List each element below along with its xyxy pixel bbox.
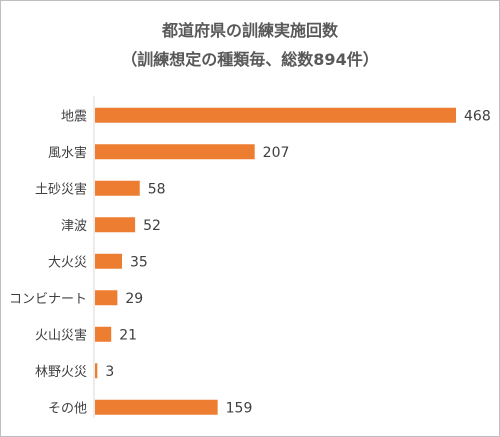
category-label: その他 — [48, 401, 87, 416]
chart-subtitle: （訓練想定の種類毎、総数894件） — [121, 50, 379, 69]
category-label: 火山災害 — [35, 327, 87, 343]
category-label: 林野火災 — [35, 365, 87, 380]
data-label: 159 — [226, 400, 253, 416]
category-label: 大火災 — [48, 255, 87, 270]
data-label: 207 — [263, 145, 290, 161]
category-label: 土砂災害 — [35, 181, 87, 197]
category-label: 風水害 — [48, 145, 87, 161]
bar — [95, 326, 112, 342]
category-label: 津波 — [61, 219, 87, 234]
bar — [95, 399, 218, 415]
bar — [95, 290, 118, 306]
data-label: 58 — [148, 181, 166, 197]
bar — [95, 180, 140, 196]
data-label: 3 — [105, 364, 114, 380]
data-label: 52 — [143, 218, 161, 234]
category-label: コンビナート — [9, 292, 87, 307]
data-label: 468 — [464, 108, 491, 124]
bar — [95, 144, 255, 160]
data-label: 21 — [119, 327, 137, 343]
bar — [95, 363, 98, 379]
data-label: 29 — [125, 291, 143, 307]
bar — [95, 253, 122, 269]
chart-title: 都道府県の訓練実施回数 — [161, 21, 338, 40]
data-label: 35 — [130, 254, 148, 270]
bar — [95, 217, 136, 233]
bar — [95, 107, 456, 123]
category-label: 地震 — [61, 109, 87, 124]
